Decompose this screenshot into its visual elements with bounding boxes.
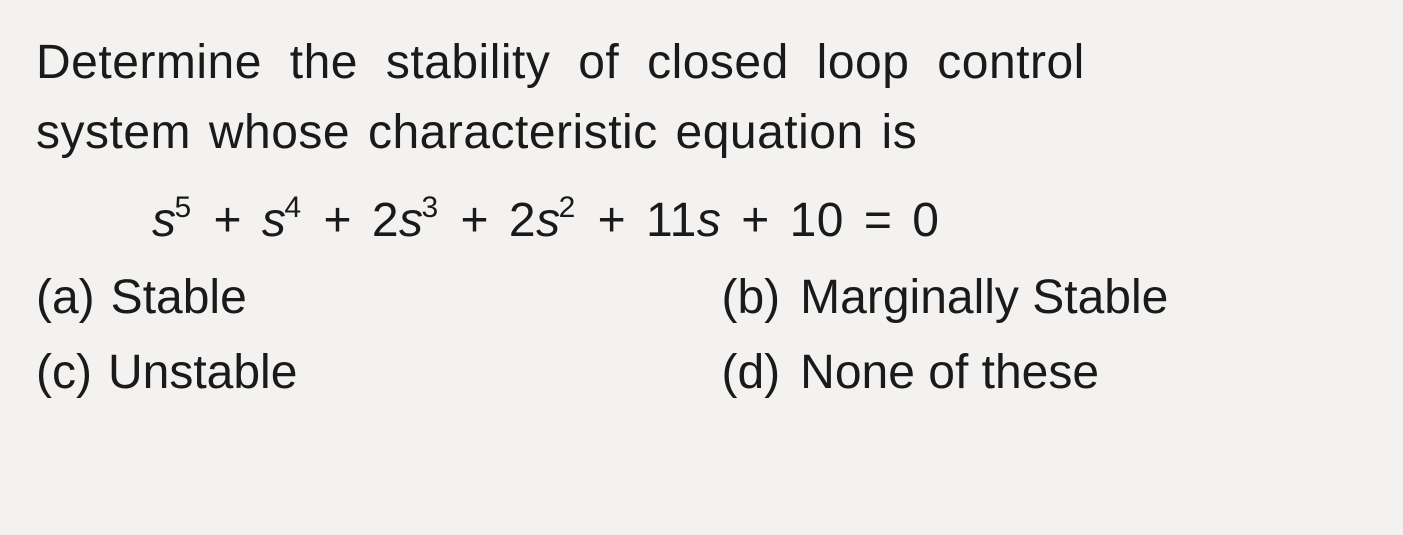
characteristic-equation: s5 + s4 + 2s3 + 2s2 + 11s + 10 = 0 (36, 193, 1367, 248)
rhs: 0 (912, 194, 939, 247)
option-d-text: None of these (800, 345, 1099, 400)
term-s1: 11s (646, 194, 721, 247)
option-d-label: (d) (722, 345, 781, 400)
question-line-1: Determine the stability of closed loop c… (36, 28, 1367, 98)
option-a-label: (a) (36, 270, 95, 325)
option-b-label: (b) (722, 270, 781, 325)
option-c[interactable]: (c) Unstable (36, 345, 682, 400)
question-text: Determine the stability of closed loop c… (36, 28, 1367, 167)
term-s4: s4 (262, 194, 304, 247)
question-line-2: system whose characteristic equation is (36, 98, 1367, 168)
option-b[interactable]: (b) Marginally Stable (722, 270, 1368, 325)
option-b-text: Marginally Stable (800, 270, 1168, 325)
option-a-text: Stable (111, 270, 247, 325)
options-grid: (a) Stable (b) Marginally Stable (c) Uns… (36, 270, 1367, 400)
option-c-text: Unstable (108, 345, 297, 400)
option-d[interactable]: (d) None of these (722, 345, 1368, 400)
term-s0: 10 (790, 194, 844, 247)
term-s5: s5 (152, 194, 194, 247)
term-s3: 2s3 (372, 194, 441, 247)
option-a[interactable]: (a) Stable (36, 270, 682, 325)
term-s2: 2s2 (509, 194, 578, 247)
option-c-label: (c) (36, 345, 92, 400)
